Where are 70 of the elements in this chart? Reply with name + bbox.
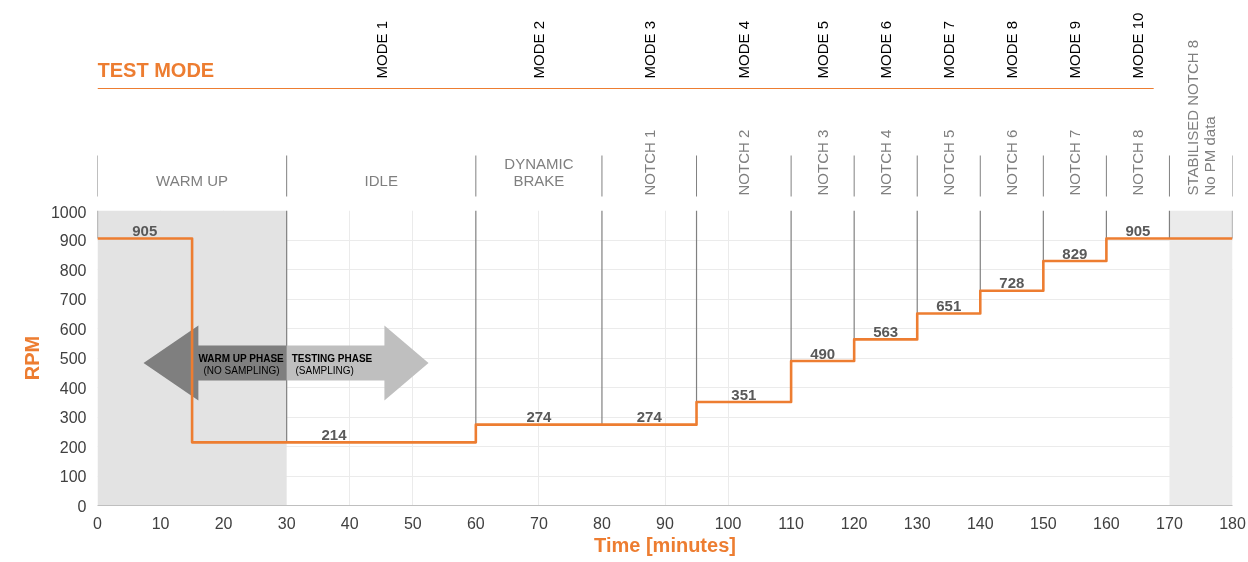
text: 651 — [936, 297, 962, 315]
text: NOTCH 3 — [814, 129, 832, 196]
text: MODE 10 — [1129, 12, 1147, 79]
text: MODE 5 — [814, 20, 832, 79]
text: MODE 3 — [640, 20, 658, 79]
text: 490 — [810, 344, 836, 362]
text: 829 — [1062, 244, 1088, 262]
text: MODE 8 — [1003, 20, 1021, 79]
x-tick-label: 100 — [714, 514, 742, 532]
y-tick-label: 0 — [77, 497, 87, 515]
text: MODE 2 — [530, 20, 548, 79]
text: NOTCH 2 — [735, 129, 753, 196]
y-axis-title: RPM — [20, 335, 43, 381]
text: NOTCH 8 — [1129, 129, 1147, 196]
text: 905 — [1125, 222, 1151, 240]
y-tick-label: 200 — [59, 438, 87, 456]
text: MODE 9 — [1066, 20, 1084, 79]
text: NOTCH 1 — [640, 129, 658, 196]
y-tick-label: 500 — [59, 350, 87, 367]
x-tick-label: 10 — [151, 514, 170, 532]
x-axis-title: Time [minutes] — [594, 533, 736, 556]
x-tick-label: 30 — [277, 514, 296, 532]
y-tick-label: 900 — [59, 232, 87, 249]
y-tick-label: 800 — [59, 261, 87, 279]
y-tick-label: 600 — [59, 320, 87, 338]
text: NOTCH 4 — [877, 129, 895, 196]
text: NOTCH 6 — [1003, 129, 1021, 196]
text: MODE 4 — [735, 20, 753, 79]
text: NOTCH 7 — [1066, 129, 1084, 196]
text: MODE 1 — [372, 20, 390, 79]
y-tick-label: 300 — [59, 409, 87, 426]
text: 905 — [132, 222, 158, 240]
x-tick-label: 160 — [1093, 514, 1120, 532]
text: MODE 7 — [940, 20, 958, 79]
x-tick-label: 120 — [840, 514, 868, 532]
x-tick-label: 20 — [214, 514, 233, 532]
y-tick-label: 700 — [59, 291, 87, 308]
annotation: (NO SAMPLING) — [203, 364, 280, 376]
text: TEST MODE — [97, 58, 215, 81]
text: WARM UP — [156, 171, 229, 189]
text: 728 — [999, 274, 1025, 292]
text: 351 — [731, 385, 757, 403]
text: 274 — [526, 408, 552, 426]
x-tick-label: 130 — [903, 514, 931, 532]
text: 274 — [636, 408, 662, 426]
x-tick-label: 40 — [340, 514, 359, 532]
text: IDLE — [364, 171, 398, 189]
y-tick-label: 1000 — [50, 203, 87, 221]
x-tick-label: 180 — [1219, 514, 1246, 532]
x-tick-label: 60 — [466, 514, 485, 532]
y-tick-label: 400 — [59, 379, 87, 397]
x-tick-label: 50 — [403, 514, 422, 532]
x-tick-label: 140 — [966, 514, 994, 532]
x-tick-label: 70 — [529, 514, 548, 532]
y-tick-label: 100 — [59, 468, 87, 485]
annotation: (SAMPLING) — [295, 364, 354, 376]
x-tick-label: 110 — [778, 514, 804, 532]
text: 214 — [321, 426, 347, 444]
x-tick-label: 170 — [1156, 514, 1183, 532]
annotation: TESTING PHASE — [291, 353, 373, 365]
x-tick-label: 150 — [1029, 514, 1057, 532]
x-tick-label: 0 — [93, 514, 103, 532]
text: MODE 6 — [877, 20, 895, 79]
text: STABILISED NOTCH 8 No PM data — [1183, 39, 1218, 196]
x-tick-label: 80 — [593, 514, 611, 532]
text: 563 — [873, 323, 899, 341]
text: NOTCH 5 — [940, 129, 958, 196]
x-tick-label: 90 — [656, 514, 674, 532]
annotation: WARM UP PHASE — [198, 353, 285, 365]
text: DYNAMIC BRAKE — [504, 154, 574, 189]
